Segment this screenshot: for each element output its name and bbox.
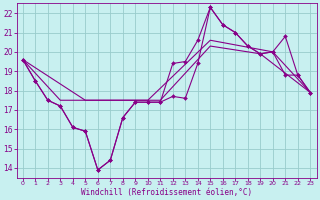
X-axis label: Windchill (Refroidissement éolien,°C): Windchill (Refroidissement éolien,°C): [81, 188, 252, 197]
